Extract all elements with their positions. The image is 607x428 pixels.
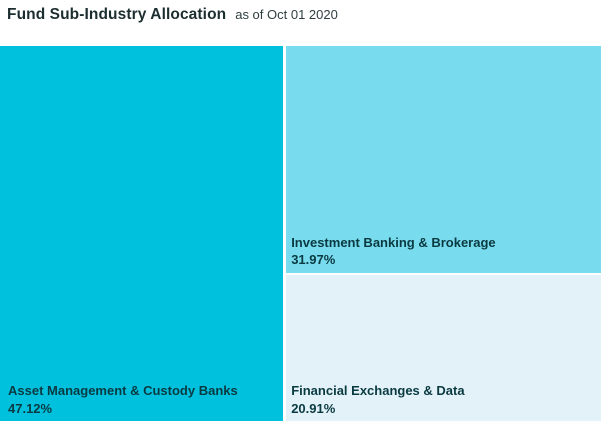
treemap-chart: Asset Management & Custody Banks 47.12% … [0,46,601,421]
treemap-right-column: Investment Banking & Brokerage 31.97% Fi… [286,46,601,421]
treemap-tile-financial-exchanges-data[interactable]: Financial Exchanges & Data 20.91% [286,274,601,421]
tile-percent: 47.12% [8,400,53,416]
tile-name: Financial Exchanges & Data [291,383,465,398]
tile-percent: 20.91% [291,400,336,416]
treemap-tile-investment-banking-brokerage[interactable]: Investment Banking & Brokerage 31.97% [286,46,601,273]
treemap-tile-asset-management-custody-banks[interactable]: Asset Management & Custody Banks 47.12% [0,46,284,421]
tile-label: Asset Management & Custody Banks 47.12% [8,382,238,417]
tile-name: Investment Banking & Brokerage [291,234,496,250]
tile-percent: 31.97% [291,252,336,268]
chart-header: Fund Sub-Industry Allocation as of Oct 01… [7,6,338,24]
tile-label: Investment Banking & Brokerage 31.97% [291,234,495,269]
chart-title: Fund Sub-Industry Allocation [7,6,227,23]
chart-asof-date: as of Oct 01 2020 [235,7,338,22]
tile-name: Asset Management & Custody Banks [8,383,238,398]
tile-label: Financial Exchanges & Data 20.91% [291,382,464,417]
